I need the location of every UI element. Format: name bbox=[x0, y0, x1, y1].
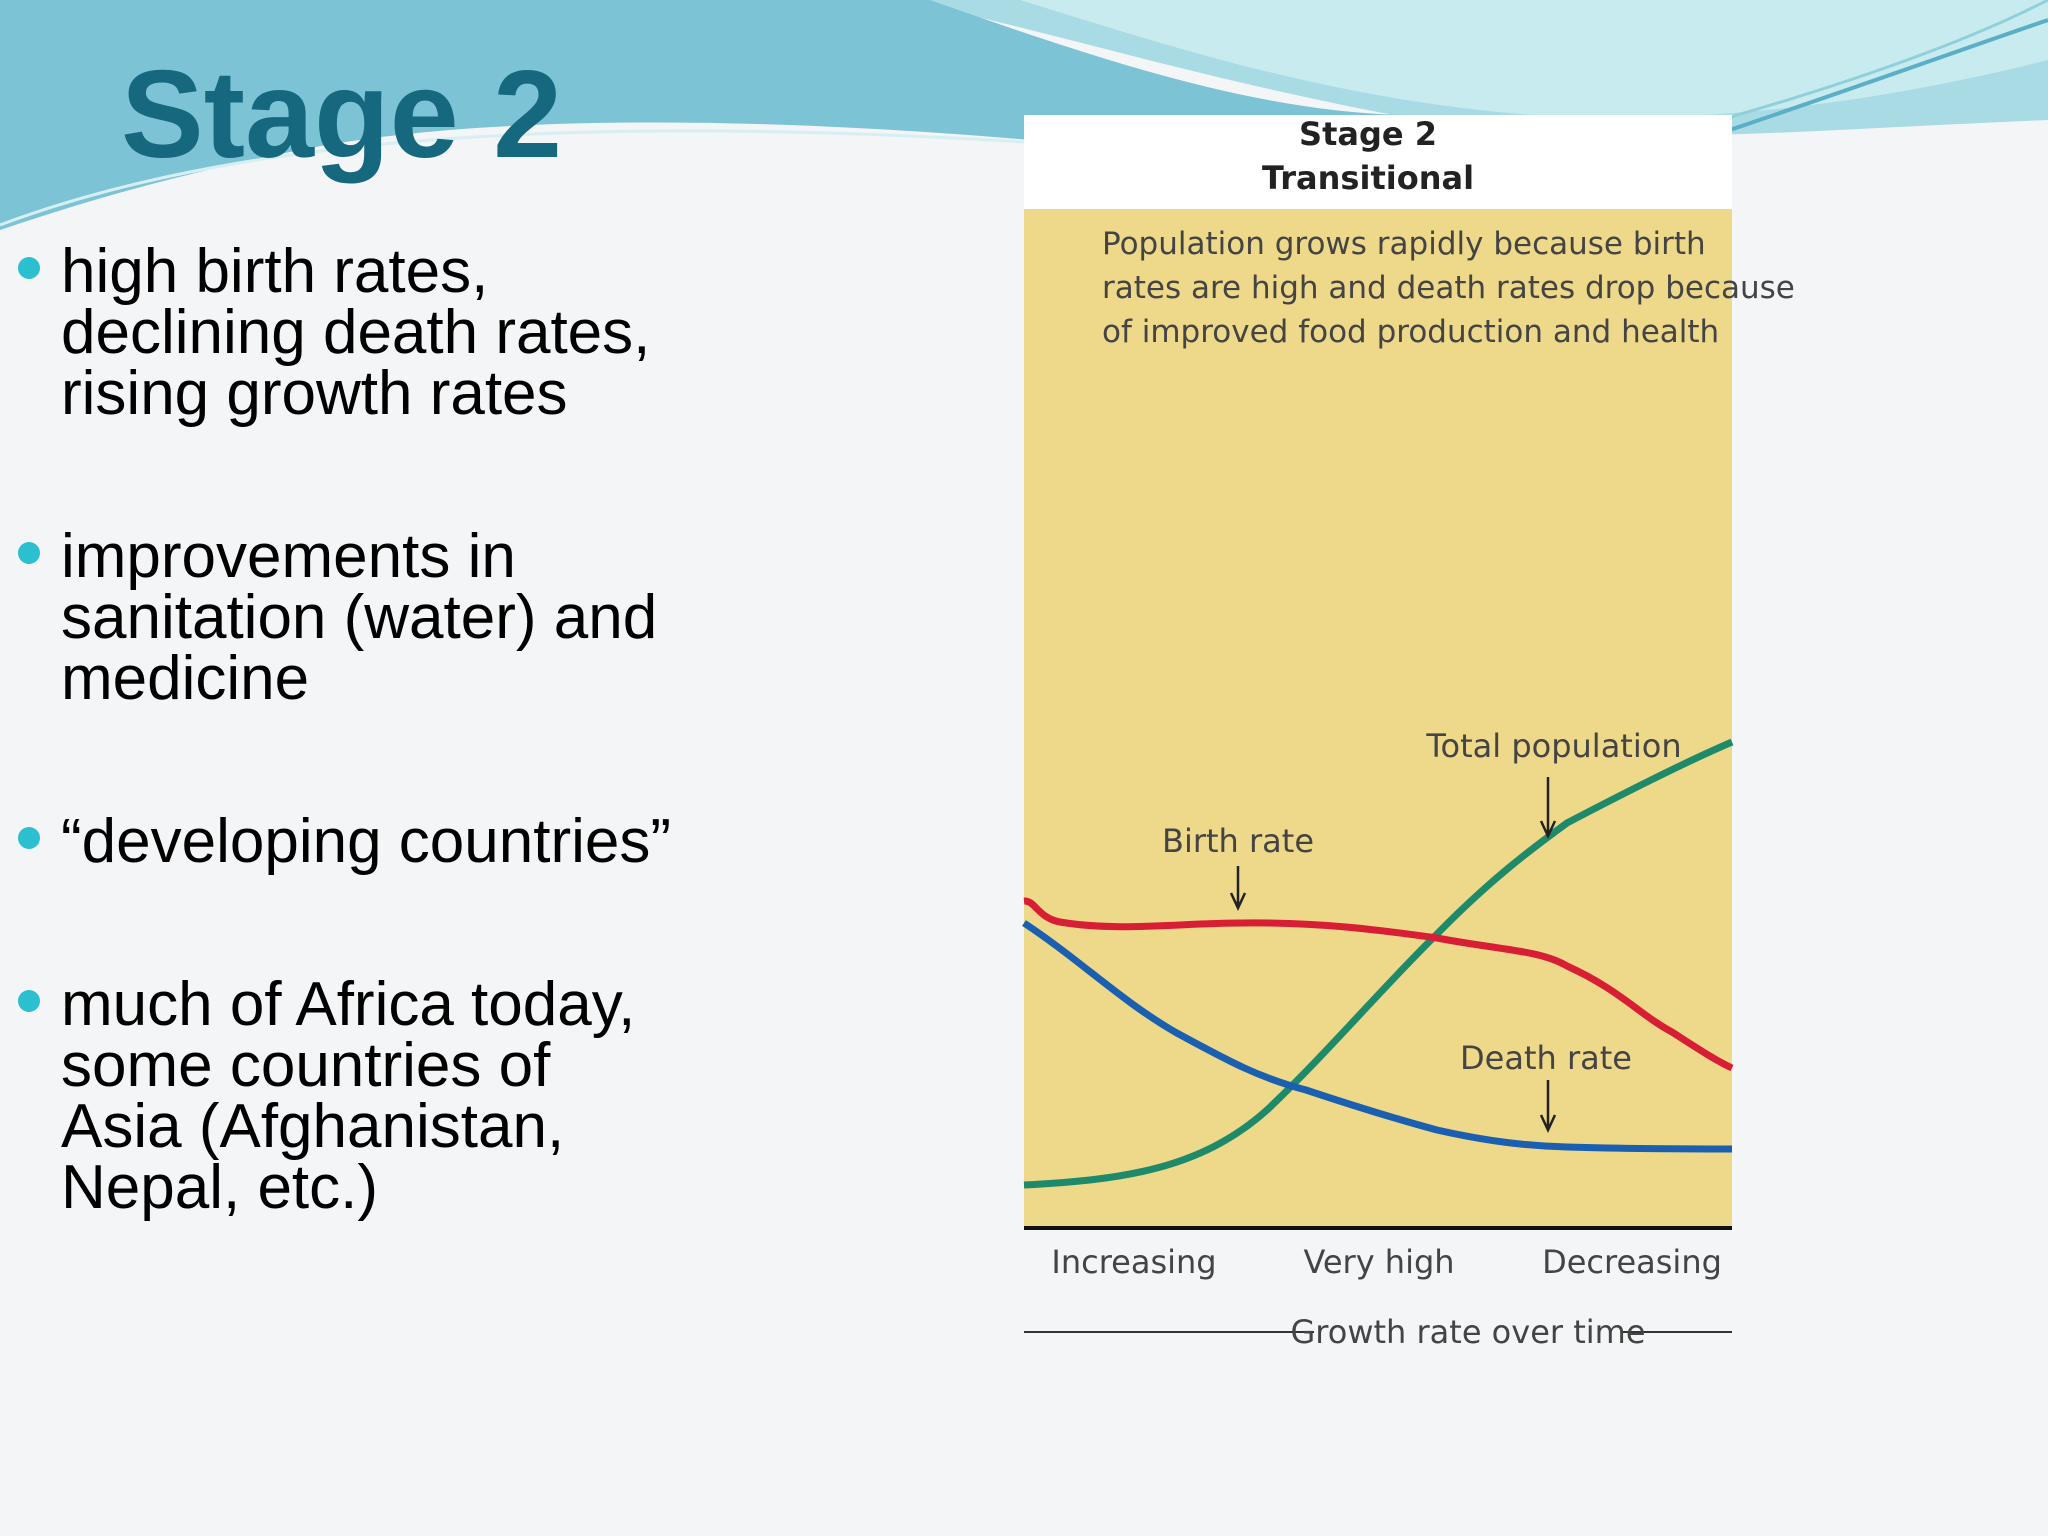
wave-line bbox=[1699, 18, 2048, 142]
figure-caption: rates are high and death rates drop beca… bbox=[1102, 270, 1795, 306]
bullet-dot bbox=[18, 990, 40, 1012]
arrow bbox=[1539, 1080, 1557, 1133]
header-waves bbox=[0, 0, 2048, 230]
bullet-text: high birth rates, bbox=[61, 237, 488, 306]
bullet-dot bbox=[18, 542, 40, 564]
figure-caption: Population grows rapidly because birth bbox=[1102, 226, 1706, 262]
figure: Stage 2 Transitional Population grows ra… bbox=[1022, 115, 1795, 1351]
bullet-text: Asia (Afghanistan, bbox=[61, 1092, 564, 1161]
figure-title: Stage 2 bbox=[1299, 115, 1437, 153]
wave bbox=[1020, 0, 2048, 118]
bullet-text: medicine bbox=[61, 644, 309, 713]
x-label: Very high bbox=[1303, 1243, 1454, 1281]
bullet-text: Nepal, etc.) bbox=[61, 1153, 378, 1222]
bullet-list: high birth rates,declining death rates,r… bbox=[18, 237, 671, 1222]
bullet-text: “developing countries” bbox=[61, 807, 671, 876]
bullet-text: some countries of bbox=[61, 1031, 551, 1100]
figure-title: Transitional bbox=[1262, 159, 1474, 197]
wave-line bbox=[0, 129, 1026, 227]
bullet-text: improvements in bbox=[61, 522, 516, 591]
x-label: Decreasing bbox=[1542, 1243, 1722, 1281]
baseline bbox=[1024, 1226, 1732, 1230]
figure-header bbox=[1024, 115, 1732, 209]
bullet-text: much of Africa today, bbox=[61, 970, 635, 1039]
curve-label: Birth rate bbox=[1162, 822, 1314, 860]
curve-label: Total population bbox=[1425, 727, 1681, 765]
arrow bbox=[1229, 866, 1247, 911]
wave bbox=[0, 0, 1400, 230]
figure-plot-area bbox=[1024, 209, 1732, 1228]
birth-rate-curve bbox=[1023, 897, 1734, 1072]
total-population-curve bbox=[1023, 738, 1734, 1189]
bullet-text: sanitation (water) and bbox=[61, 583, 657, 652]
bullet-text: rising growth rates bbox=[61, 359, 568, 428]
bullet-text: declining death rates, bbox=[61, 298, 650, 367]
slide-title: Stage 2 bbox=[121, 46, 562, 184]
bullet-dot bbox=[18, 257, 40, 279]
x-label: Increasing bbox=[1051, 1243, 1216, 1281]
x-axis-title: Growth rate over time bbox=[1291, 1313, 1646, 1351]
bullet-dot bbox=[18, 827, 40, 849]
figure-caption: of improved food production and health bbox=[1102, 314, 1719, 350]
curve-label: Death rate bbox=[1460, 1039, 1632, 1077]
arrow bbox=[1539, 777, 1557, 839]
death-rate-curve bbox=[1022, 920, 1733, 1153]
wave-line bbox=[1719, 0, 2048, 122]
